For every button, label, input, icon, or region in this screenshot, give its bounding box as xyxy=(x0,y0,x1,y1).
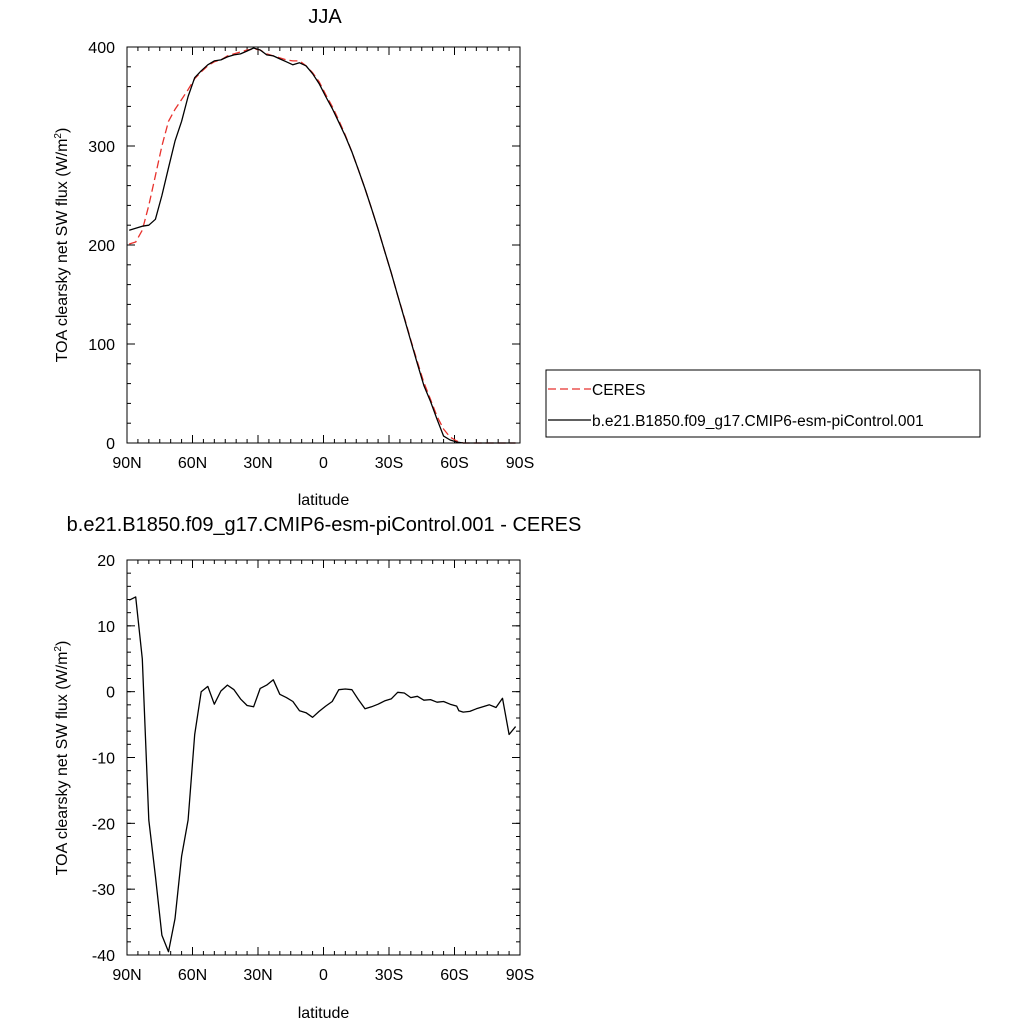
bottom-y-axis-label: TOA clearsky net SW flux (W/m2) xyxy=(53,641,71,876)
legend-box xyxy=(545,369,981,438)
bottom-y-tick-label: -40 xyxy=(92,948,115,965)
bottom-plot-area: 90N 60N 30N 0 30S 60S 90S -40 -30 -20 -10 0 10 20 xyxy=(92,553,534,984)
bottom-y-axis-label-text: TOA clearsky net SW flux (W/m xyxy=(54,652,71,876)
top-chart-title: JJA xyxy=(308,6,342,28)
top-x-tick-label: 30N xyxy=(243,455,272,472)
legend-label-model: b.e21.B1850.f09_g17.CMIP6-esm-piControl.… xyxy=(592,413,924,430)
bottom-x-tick-label: 90N xyxy=(112,967,141,984)
top-y-axis-label-close: ) xyxy=(54,128,71,133)
bottom-y-tick-label: 10 xyxy=(97,619,115,636)
top-panel-jja: JJA 90N 60N 30N 0 30S 60S 90S 0 100 200 300 400 lat… xyxy=(53,6,981,509)
bottom-x-tick-label: 30S xyxy=(375,967,403,984)
top-y-tick-label: 100 xyxy=(88,337,115,354)
top-x-axis-label: latitude xyxy=(298,492,350,509)
legend: CERES b.e21.B1850.f09_g17.CMIP6-esm-piCo… xyxy=(545,369,981,438)
bottom-plot-frame xyxy=(126,559,521,956)
bottom-panel-difference: b.e21.B1850.f09_g17.CMIP6-esm-piControl.… xyxy=(53,514,581,1022)
top-x-tick-label: 0 xyxy=(319,455,328,472)
bottom-x-tick-label: 30N xyxy=(243,967,272,984)
bottom-y-tick-label: 0 xyxy=(106,685,115,702)
top-y-axis-label: TOA clearsky net SW flux (W/m2) xyxy=(53,128,71,363)
top-y-axis-label-superscript: 2 xyxy=(53,133,64,139)
bottom-series-line-0 xyxy=(128,596,517,953)
bottom-y-tick-label: -30 xyxy=(92,882,115,899)
top-y-tick-label: 200 xyxy=(88,238,115,255)
top-y-tick-label: 300 xyxy=(88,139,115,156)
bottom-y-axis-label-superscript: 2 xyxy=(53,646,64,652)
bottom-x-tick-label: 90S xyxy=(506,967,534,984)
bottom-y-tick-label: 20 xyxy=(97,553,115,570)
bottom-y-tick-label: -20 xyxy=(92,816,115,833)
top-y-axis-label-text: TOA clearsky net SW flux (W/m xyxy=(54,139,71,363)
bottom-chart-title: b.e21.B1850.f09_g17.CMIP6-esm-piControl.… xyxy=(67,514,582,536)
legend-label-ceres: CERES xyxy=(592,382,645,399)
bottom-y-axis-label-close: ) xyxy=(54,641,71,646)
top-plot-area: 90N 60N 30N 0 30S 60S 90S 0 100 200 300 400 xyxy=(88,40,534,472)
bottom-x-tick-label: 60S xyxy=(440,967,468,984)
bottom-y-tick-label: -10 xyxy=(92,751,115,768)
top-x-tick-label: 90S xyxy=(506,455,534,472)
bottom-x-tick-label: 0 xyxy=(319,967,328,984)
top-series-line-0 xyxy=(129,48,516,444)
bottom-x-tick-label: 60N xyxy=(178,967,207,984)
bottom-x-axis-label: latitude xyxy=(298,1005,350,1022)
top-x-tick-label: 30S xyxy=(375,455,403,472)
top-series-line-1 xyxy=(129,47,516,444)
top-x-tick-label: 90N xyxy=(112,455,141,472)
top-x-tick-label: 60N xyxy=(178,455,207,472)
top-y-tick-label: 400 xyxy=(88,40,115,57)
top-y-tick-label: 0 xyxy=(106,436,115,453)
top-x-tick-label: 60S xyxy=(440,455,468,472)
